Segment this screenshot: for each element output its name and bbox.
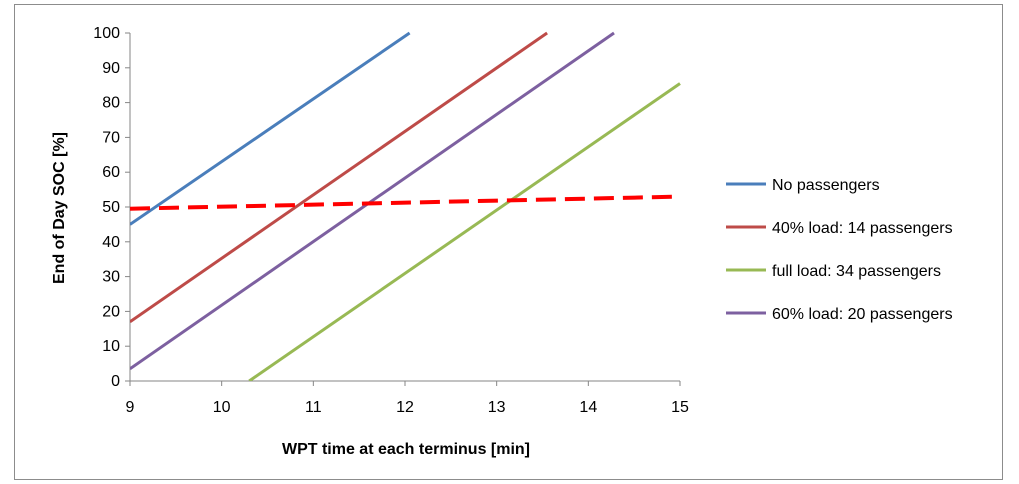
chart-frame (14, 4, 1003, 480)
y-tick-label: 80 (102, 95, 120, 112)
x-tick-label: 12 (396, 399, 414, 416)
y-tick-label: 0 (111, 373, 120, 390)
x-tick-label: 15 (671, 399, 689, 416)
y-tick-label: 20 (102, 303, 120, 320)
legend: No passengers 40% load: 14 passengers full… (726, 177, 953, 323)
y-tick-label: 100 (93, 25, 120, 42)
legend-label: 40% load: 14 passengers (772, 220, 953, 237)
y-tick-label: 40 (102, 234, 120, 251)
series-line (248, 82, 681, 381)
x-tick-label: 14 (579, 399, 597, 416)
x-tick-label: 11 (305, 399, 322, 416)
y-tick-label: 70 (102, 129, 120, 146)
legend-label: No passengers (772, 177, 880, 194)
reference-dashed-line (130, 194, 681, 211)
series-lines (130, 31, 681, 381)
series-line (130, 31, 548, 324)
x-tick-label: 10 (213, 399, 231, 416)
legend-label: 60% load: 20 passengers (772, 306, 953, 323)
y-tick-label: 50 (102, 199, 120, 216)
y-tick-label: 60 (102, 164, 120, 181)
y-tick-label: 30 (102, 269, 120, 286)
series-line (130, 31, 615, 371)
plot-layer: 0 10 20 30 40 50 60 70 80 90 100 9 10 11 12 13 14 15 (93, 25, 689, 416)
series-line (130, 31, 411, 226)
legend-label: full load: 34 passengers (772, 263, 941, 280)
x-axis-title: WPT time at each terminus [min] (282, 441, 530, 458)
x-tick-label: 9 (126, 399, 135, 416)
x-tick-label: 13 (488, 399, 506, 416)
y-axis-title: End of Day SOC [%] (51, 132, 68, 284)
y-tick-label: 10 (102, 338, 120, 355)
y-tick-label: 90 (102, 60, 120, 77)
